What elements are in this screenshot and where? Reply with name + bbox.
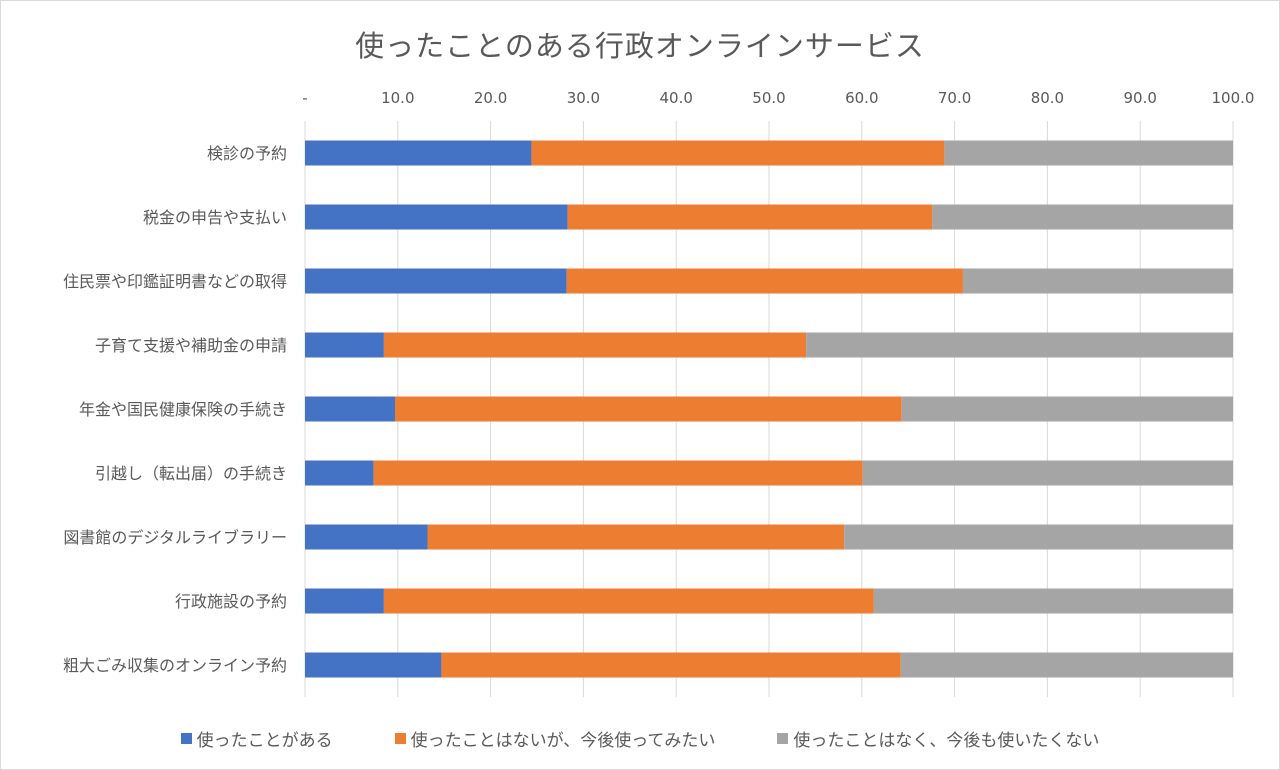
bar-segment (383, 332, 807, 358)
bar-segment (305, 268, 567, 294)
bar-segment (944, 140, 1233, 166)
bar-segment (901, 396, 1233, 422)
bar-segment (844, 524, 1233, 550)
bar-segment (932, 204, 1233, 230)
legend-label: 使ったことはないが、今後使ってみたい (410, 731, 716, 751)
legend-swatch (394, 733, 406, 744)
x-tick-label: 30.0 (567, 89, 600, 107)
bar-segment (427, 524, 845, 550)
bar-segment (567, 204, 933, 230)
legend-item: 使ったことはないが、今後使ってみたい (394, 726, 716, 751)
bar-segment (305, 652, 442, 678)
bar-segment (305, 460, 374, 486)
bar-segment (383, 588, 874, 614)
category-label: 図書館のデジタルライブラリー (63, 528, 287, 547)
category-label: 税金の申告や支払い (143, 208, 287, 227)
x-tick-label: 80.0 (1031, 89, 1064, 107)
category-label: 子育て支援や補助金の申請 (95, 336, 287, 355)
category-label: 住民票や印鑑証明書などの取得 (63, 272, 287, 291)
bar-segment (962, 268, 1233, 294)
legend-swatch (777, 733, 789, 744)
bar-segment (900, 652, 1233, 678)
legend-item: 使ったことがある (180, 726, 333, 751)
x-tick-label: 70.0 (938, 89, 971, 107)
bar-segment (305, 332, 384, 358)
bar-segment (373, 460, 863, 486)
x-tick-label: 10.0 (381, 89, 414, 107)
bar-segment (305, 140, 532, 166)
chart-legend: 使ったことがある 使ったことはないが、今後使ってみたい 使ったことはなく、今後も使い… (1, 726, 1279, 751)
bar-segment (305, 204, 568, 230)
x-tick-label: 90.0 (1123, 89, 1156, 107)
bar-segment (862, 460, 1233, 486)
category-label: 行政施設の予約 (175, 592, 287, 611)
bar-segment (566, 268, 963, 294)
x-tick-label: 60.0 (845, 89, 878, 107)
x-tick-label: - (302, 89, 307, 107)
bar-segment (441, 652, 901, 678)
legend-item: 使ったことはなく、今後も使いたくない (777, 726, 1099, 751)
x-tick-label: 40.0 (659, 89, 692, 107)
x-tick-label: 50.0 (752, 89, 785, 107)
bar-segment (305, 524, 428, 550)
bar-segment (806, 332, 1233, 358)
bar-segment (873, 588, 1233, 614)
category-label: 粗大ごみ収集のオンライン予約 (63, 656, 287, 675)
bar-segment (305, 588, 384, 614)
legend-label: 使ったことがある (196, 731, 333, 751)
chart-title: 使ったことのある行政オンラインサービス (355, 29, 925, 63)
bar-segment (531, 140, 945, 166)
legend-label: 使ったことはなく、今後も使いたくない (793, 731, 1100, 751)
x-tick-label: 20.0 (474, 89, 507, 107)
legend-swatch (180, 733, 192, 744)
category-label: 引越し（転出届）の手続き (95, 464, 287, 483)
bar-segment (395, 396, 902, 422)
category-label: 年金や国民健康保険の手続き (79, 400, 287, 419)
bar-segment (305, 396, 396, 422)
category-label: 検診の予約 (207, 144, 287, 163)
x-tick-label: 100.0 (1212, 89, 1255, 107)
